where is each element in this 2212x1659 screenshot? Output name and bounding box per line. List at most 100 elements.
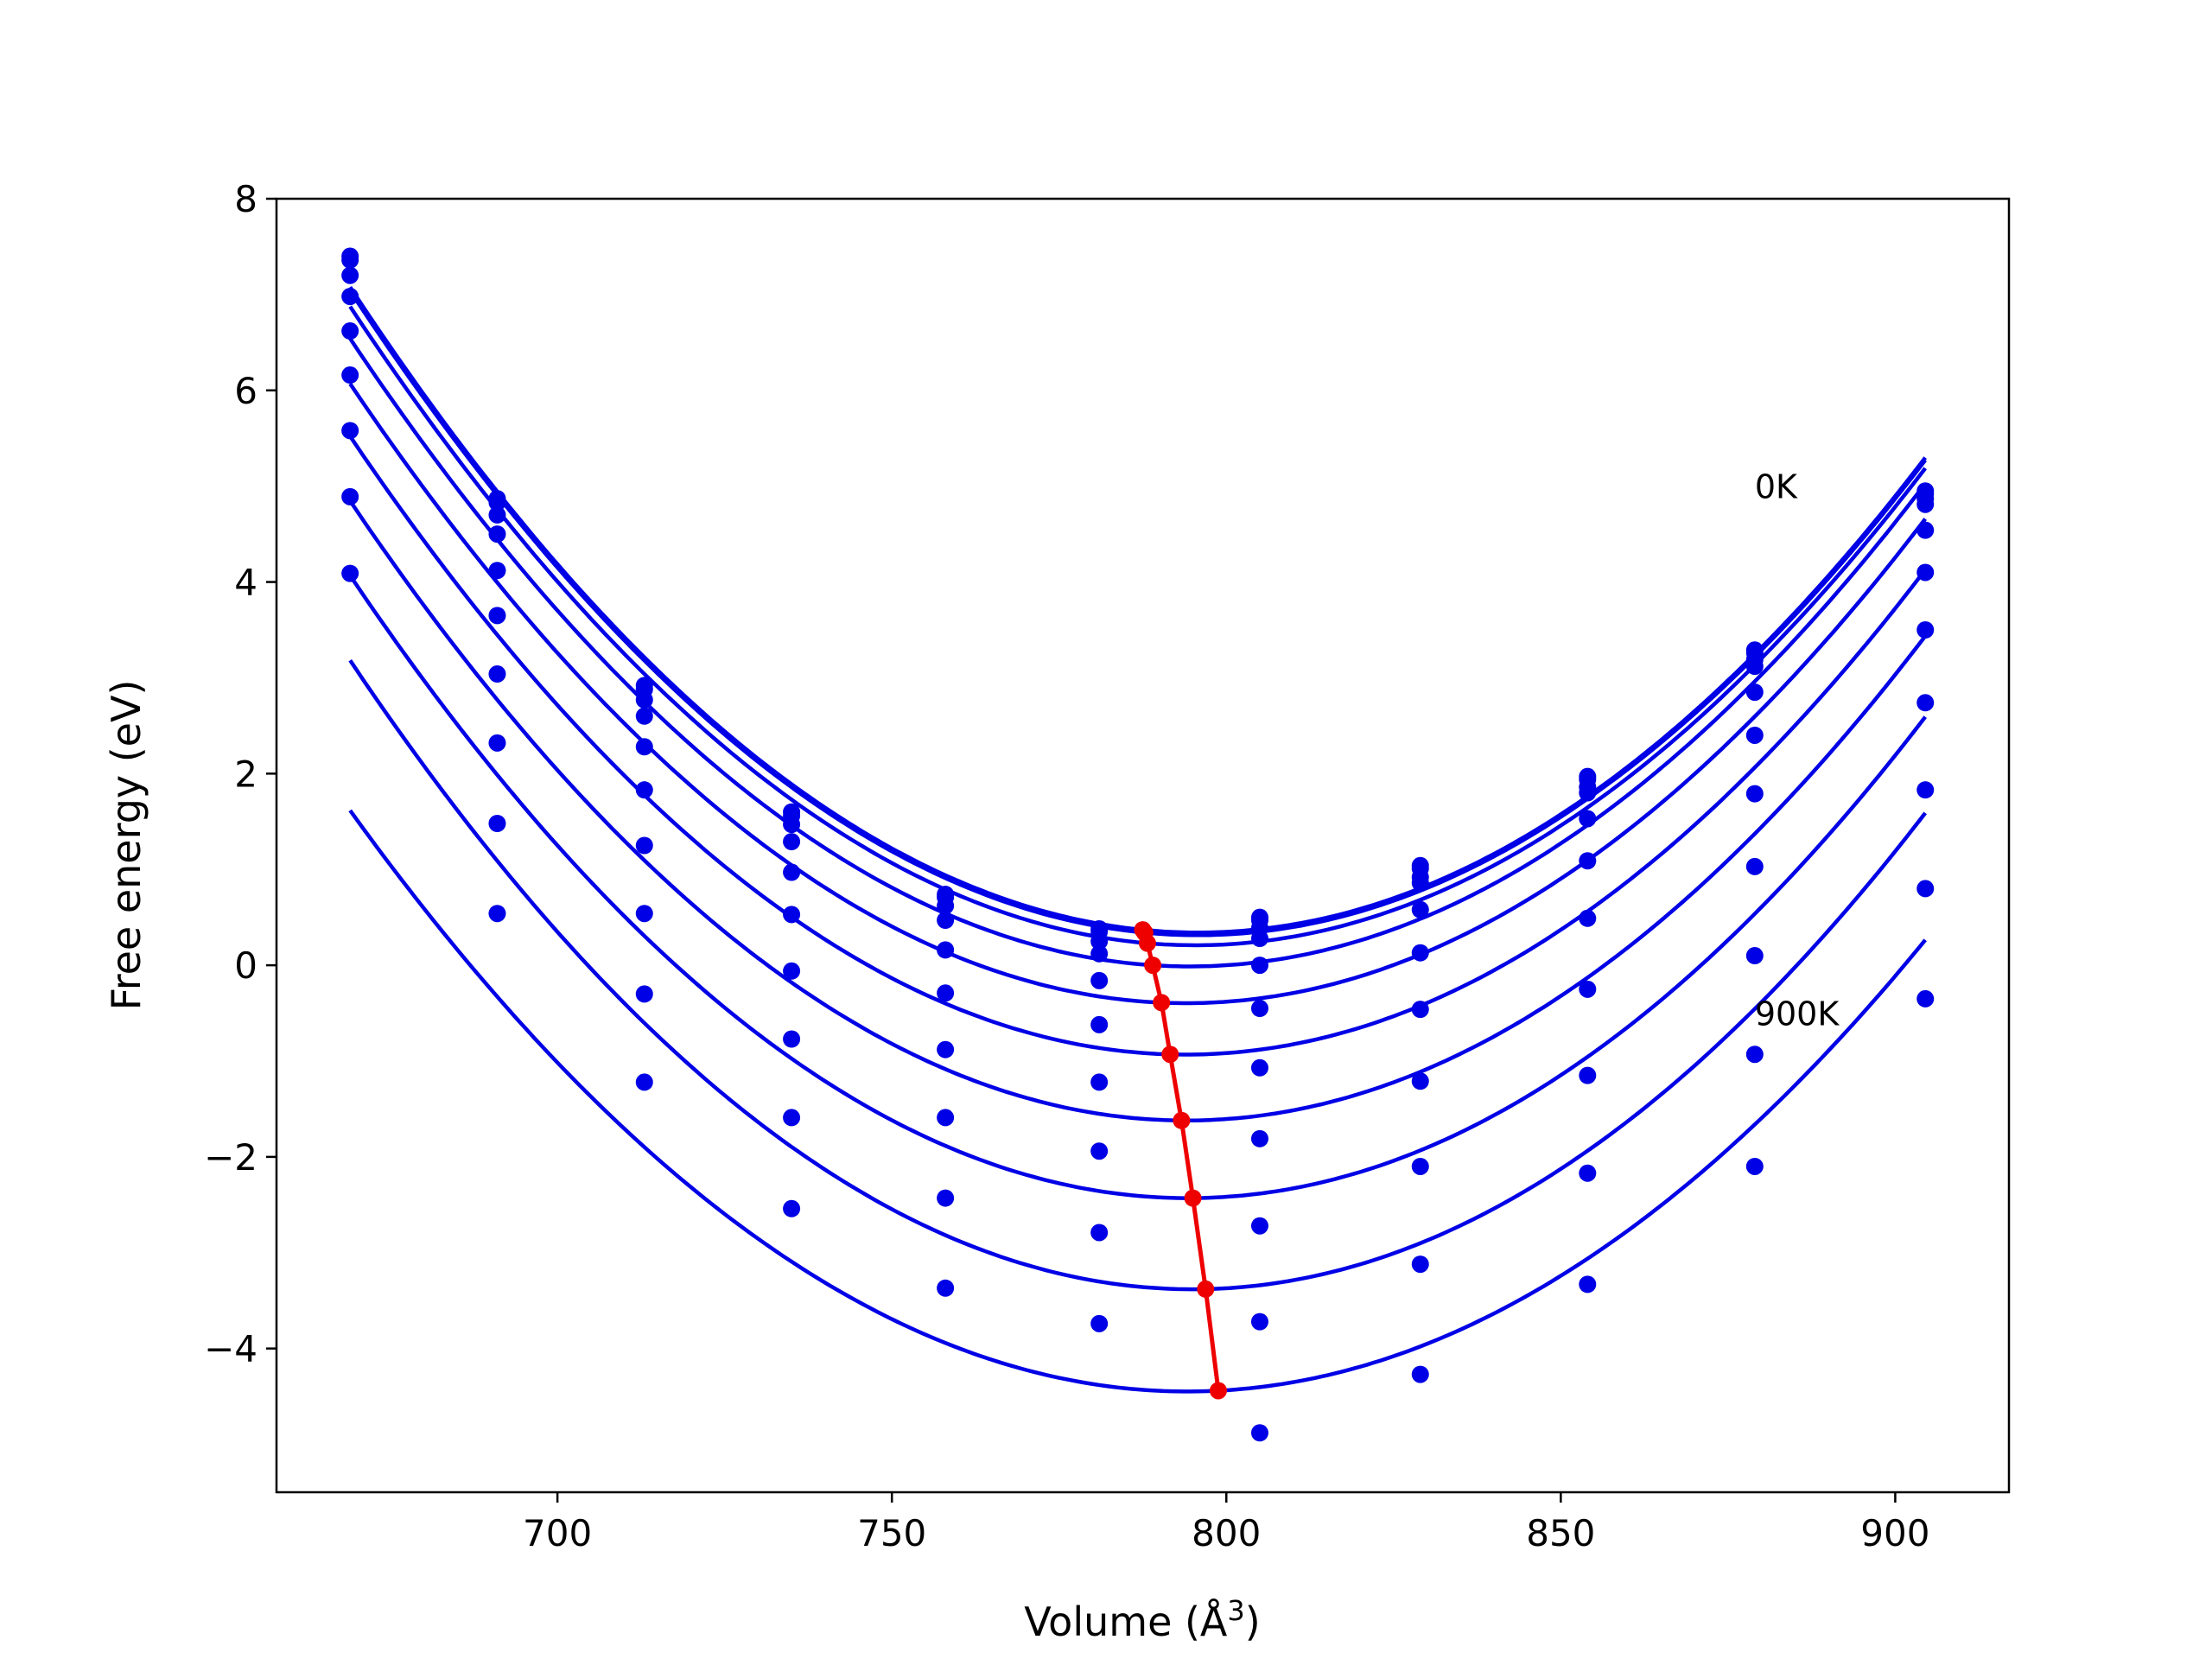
fit-curve <box>348 574 1927 1200</box>
data-point <box>937 941 955 959</box>
data-point <box>1090 1142 1109 1160</box>
data-point <box>937 1040 955 1058</box>
data-point <box>1250 930 1268 948</box>
minimum-point <box>1197 1280 1215 1298</box>
data-point <box>635 836 653 855</box>
data-point <box>1250 1313 1268 1331</box>
y-tick-label: 8 <box>234 178 257 220</box>
data-point <box>1745 1046 1764 1064</box>
data-point <box>783 863 801 881</box>
x-tick-label: 750 <box>857 1512 926 1554</box>
data-point <box>488 607 506 625</box>
fit-curve <box>348 285 1927 935</box>
minimum-point <box>1144 957 1162 975</box>
data-point <box>1250 1000 1268 1018</box>
data-point <box>937 1189 955 1207</box>
data-point <box>1411 1072 1429 1090</box>
data-point <box>1916 880 1935 898</box>
minimum-point <box>1173 1111 1191 1129</box>
data-point <box>1916 621 1935 639</box>
data-point <box>783 1109 801 1127</box>
annotations: 0K 900K <box>1755 468 1840 1033</box>
data-point <box>1090 1224 1109 1242</box>
data-point <box>1745 785 1764 803</box>
minimum-point <box>1138 934 1156 952</box>
fit-curve <box>348 809 1927 1394</box>
data-point <box>1090 1015 1109 1033</box>
data-point <box>1250 1424 1268 1442</box>
data-point <box>937 1279 955 1297</box>
x-tick-label: 850 <box>1526 1512 1595 1554</box>
data-point <box>783 906 801 924</box>
data-point <box>635 905 653 923</box>
data-point <box>937 1109 955 1127</box>
data-point <box>1411 900 1429 918</box>
data-point <box>1250 1129 1268 1147</box>
data-point <box>1916 563 1935 582</box>
data-point <box>488 505 506 524</box>
plot-frame <box>275 197 2011 1494</box>
data-point <box>1411 1365 1429 1383</box>
x-tick-label: 800 <box>1192 1512 1261 1554</box>
data-point <box>341 266 359 284</box>
data-point <box>1090 1314 1109 1332</box>
data-point <box>341 366 359 385</box>
data-point <box>1579 1164 1597 1182</box>
data-point <box>1090 944 1109 963</box>
data-point <box>1916 694 1935 712</box>
data-point <box>1411 944 1429 962</box>
fit-curve <box>348 382 1927 1006</box>
fit-curve <box>348 435 1927 1057</box>
data-point <box>1916 521 1935 539</box>
temperature-annotation: 900K <box>1755 995 1840 1033</box>
data-point <box>1745 857 1764 875</box>
fit-curves <box>348 285 1927 1394</box>
data-point <box>1411 874 1429 892</box>
y-axis-label: Free energy (eV) <box>103 680 149 1011</box>
y-tick-label: −4 <box>204 1328 257 1370</box>
data-point <box>635 707 653 725</box>
fit-curve <box>348 658 1927 1292</box>
data-point <box>1916 495 1935 513</box>
data-point <box>635 985 653 1003</box>
data-point <box>488 905 506 923</box>
data-point <box>937 984 955 1002</box>
data-point <box>1745 947 1764 965</box>
data-point <box>1745 1157 1764 1175</box>
temperature-annotation: 0K <box>1755 468 1798 506</box>
x-axis-label-main: Volume (Å <box>1024 1599 1228 1645</box>
y-tick-label: −2 <box>204 1136 257 1179</box>
data-point <box>1579 1066 1597 1084</box>
data-point <box>1250 957 1268 975</box>
y-axis-ticks: −4 −2 0 2 4 6 8 <box>204 178 276 1370</box>
data-point <box>783 1030 801 1048</box>
data-point <box>1579 1275 1597 1294</box>
data-point <box>488 814 506 832</box>
data-point <box>1579 852 1597 870</box>
data-point <box>1579 810 1597 828</box>
data-point <box>635 1073 653 1091</box>
x-tick-label: 700 <box>523 1512 592 1554</box>
y-tick-label: 0 <box>234 944 257 987</box>
x-axis-label-superscript: 3 <box>1227 1594 1244 1627</box>
data-point <box>1745 726 1764 744</box>
x-tick-label: 900 <box>1860 1512 1929 1554</box>
data-point <box>488 665 506 683</box>
data-point <box>1250 1217 1268 1235</box>
minimum-point <box>1184 1189 1202 1207</box>
data-point <box>1579 909 1597 927</box>
data-point <box>1745 658 1764 676</box>
y-tick-label: 6 <box>234 370 257 412</box>
fit-curve <box>348 499 1927 1123</box>
x-axis-label-suffix: ) <box>1245 1599 1261 1645</box>
data-point <box>1411 1255 1429 1274</box>
data-point <box>635 690 653 709</box>
minimum-path <box>1134 921 1227 1400</box>
fit-curve <box>348 305 1927 948</box>
x-axis-ticks: 700 750 800 850 900 <box>523 1492 1929 1554</box>
minimum-point <box>1161 1046 1179 1064</box>
data-point <box>783 962 801 980</box>
y-tick-label: 2 <box>234 753 257 795</box>
data-point <box>1250 1058 1268 1077</box>
